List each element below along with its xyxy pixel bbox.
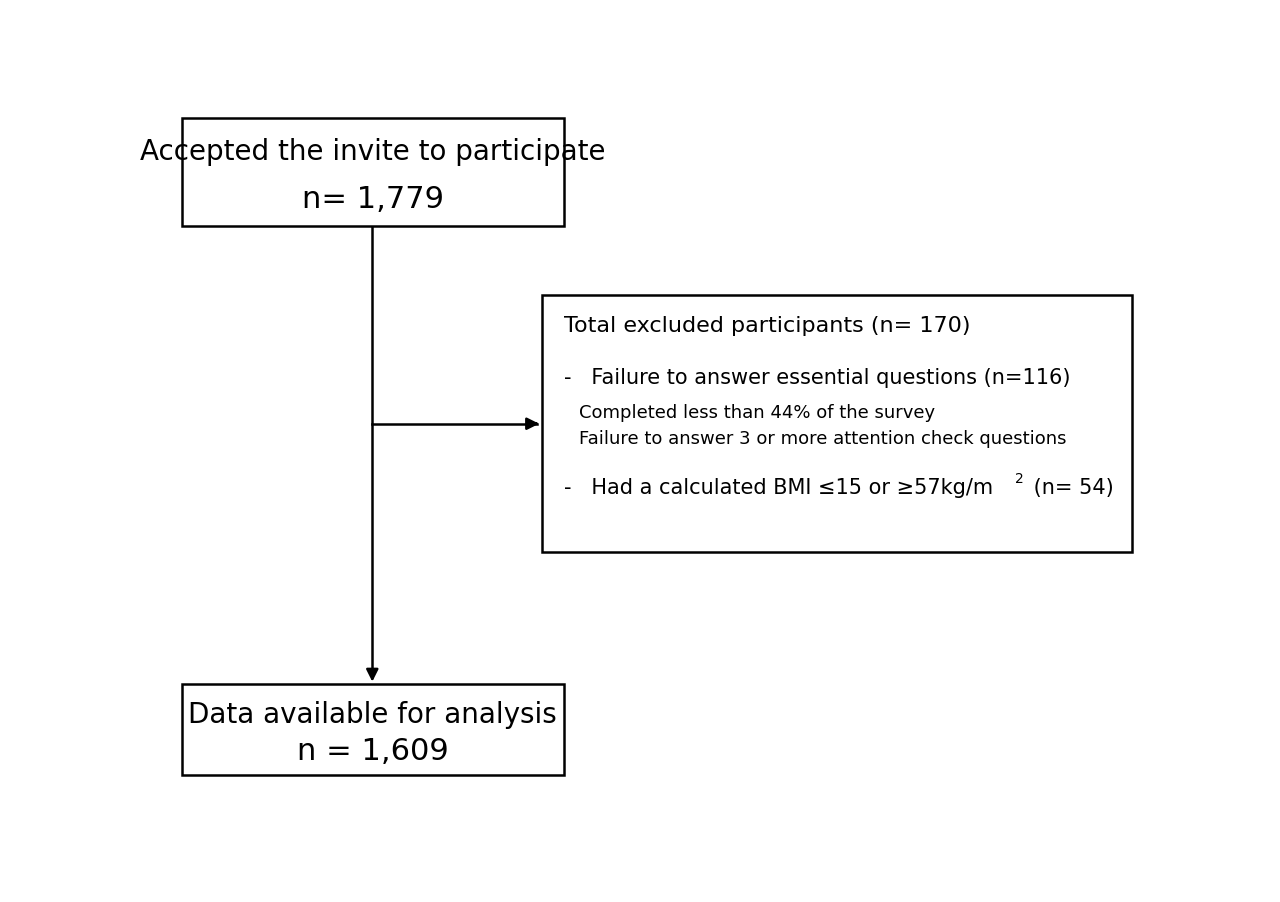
Text: n = 1,609: n = 1,609 — [297, 736, 449, 765]
Text: n= 1,779: n= 1,779 — [302, 184, 444, 214]
Bar — [182, 119, 563, 226]
Text: 2: 2 — [1015, 472, 1024, 485]
Text: -   Failure to answer essential questions (n=116): - Failure to answer essential questions … — [563, 367, 1070, 387]
Text: Completed less than 44% of the survey: Completed less than 44% of the survey — [579, 403, 934, 421]
Text: Failure to answer 3 or more attention check questions: Failure to answer 3 or more attention ch… — [579, 430, 1066, 447]
Text: (n= 54): (n= 54) — [1027, 477, 1114, 497]
Text: Total excluded participants (n= 170): Total excluded participants (n= 170) — [563, 315, 970, 336]
Text: Accepted the invite to participate: Accepted the invite to participate — [140, 138, 605, 166]
Text: -   Had a calculated BMI ≤15 or ≥57kg/m: - Had a calculated BMI ≤15 or ≥57kg/m — [563, 477, 993, 497]
Bar — [182, 685, 563, 775]
Text: Data available for analysis: Data available for analysis — [188, 701, 557, 729]
Bar — [541, 296, 1133, 553]
